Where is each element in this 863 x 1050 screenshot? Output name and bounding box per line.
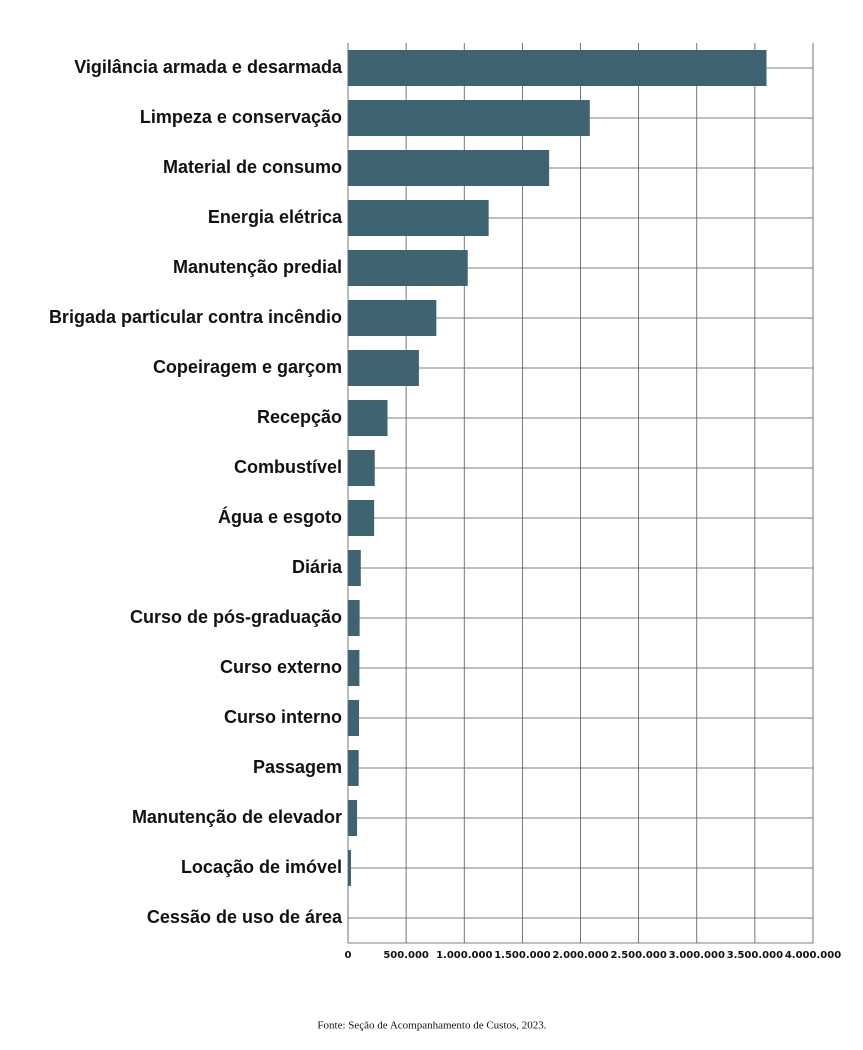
bar <box>348 650 360 686</box>
category-label: Vigilância armada e desarmada <box>74 57 343 77</box>
bar <box>348 850 352 886</box>
category-label: Manutenção de elevador <box>132 807 342 827</box>
category-label: Brigada particular contra incêndio <box>49 307 342 327</box>
bar <box>348 600 360 636</box>
category-label: Curso interno <box>224 707 342 727</box>
bar <box>348 150 550 186</box>
x-tick-label: 3.000.000 <box>669 950 725 961</box>
bar <box>348 300 437 336</box>
x-tick-label: 4.000.000 <box>785 950 841 961</box>
x-tick-label: 2.000.000 <box>552 950 608 961</box>
category-label: Diária <box>292 557 343 577</box>
bar <box>348 400 388 436</box>
category-label: Limpeza e conservação <box>140 107 342 127</box>
bar <box>348 450 375 486</box>
source-note: Fonte: Seção de Acompanhamento de Custos… <box>317 1020 546 1032</box>
category-label: Manutenção predial <box>173 257 342 277</box>
category-label: Curso de pós-graduação <box>130 607 342 627</box>
bar <box>348 550 361 586</box>
bar <box>348 100 590 136</box>
x-tick-label: 3.500.000 <box>727 950 783 961</box>
x-tick-label: 0 <box>345 950 352 961</box>
bar <box>348 500 375 536</box>
category-label: Locação de imóvel <box>181 857 342 877</box>
bar <box>348 200 489 236</box>
x-tick-label: 500.000 <box>383 950 429 961</box>
category-label: Material de consumo <box>163 157 342 177</box>
bar <box>348 800 358 836</box>
bar <box>348 50 767 86</box>
x-tick-label: 1.000.000 <box>436 950 492 961</box>
bar <box>348 700 360 736</box>
x-tick-label: 2.500.000 <box>610 950 666 961</box>
category-label: Cessão de uso de área <box>147 907 343 927</box>
category-label: Passagem <box>253 757 342 777</box>
x-tick-label: 1.500.000 <box>494 950 550 961</box>
category-label: Recepção <box>257 407 342 427</box>
bar <box>348 350 419 386</box>
category-label: Combustível <box>234 457 342 477</box>
category-label: Curso externo <box>220 657 342 677</box>
bar <box>348 250 468 286</box>
category-label: Energia elétrica <box>208 207 343 227</box>
category-label: Água e esgoto <box>218 506 342 527</box>
category-label: Copeiragem e garçom <box>153 357 342 377</box>
bar <box>348 750 359 786</box>
